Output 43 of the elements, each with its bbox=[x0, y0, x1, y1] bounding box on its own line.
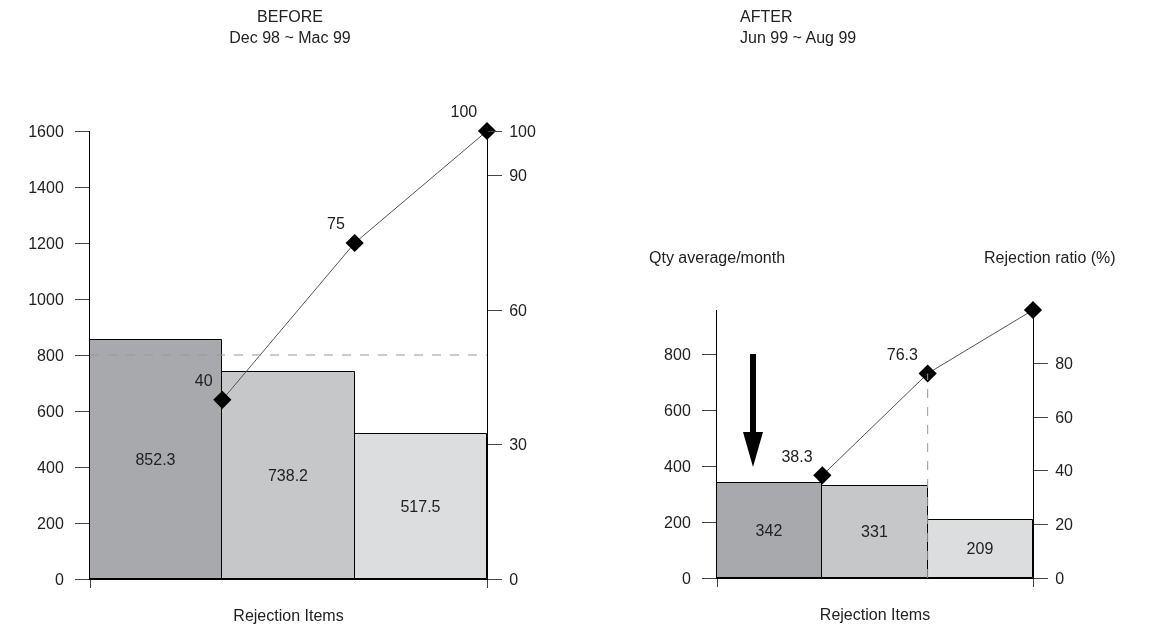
y2-tick-label: 20 bbox=[1055, 516, 1074, 533]
chart-title: AFTER bbox=[740, 8, 793, 26]
y2-tick-label: 30 bbox=[509, 436, 528, 454]
x-axis-title: Rejection Items bbox=[819, 605, 931, 623]
data-label: 100 bbox=[450, 103, 478, 121]
y2-tick-label: 0 bbox=[509, 570, 519, 588]
x-axis-title: Rejection Items bbox=[233, 606, 344, 624]
data-label: 75 bbox=[327, 215, 346, 233]
y-tick-label: 800 bbox=[664, 346, 691, 364]
chart-subtitle: Jun 99 ~ Aug 99 bbox=[740, 29, 857, 47]
y-tick-label: 600 bbox=[664, 402, 691, 420]
data-label: 517.5 bbox=[400, 497, 441, 515]
y2-tick-label: 100 bbox=[509, 122, 536, 140]
y-tick-label: 200 bbox=[664, 513, 691, 531]
data-label: 38.3 bbox=[781, 447, 813, 465]
y-tick-label: 1200 bbox=[28, 234, 64, 252]
chart-title: BEFORE bbox=[257, 8, 323, 26]
y2-tick-label: 80 bbox=[1055, 355, 1074, 373]
y2-tick-label: 0 bbox=[1055, 569, 1065, 587]
y-tick-label: 400 bbox=[664, 457, 691, 475]
chart-subtitle: Dec 98 ~ Mac 99 bbox=[229, 29, 351, 47]
y-axis-title: Qty average/month bbox=[649, 249, 786, 266]
y2-tick-label: 60 bbox=[1055, 408, 1074, 426]
y-tick-label: 600 bbox=[37, 402, 64, 420]
data-label: 209 bbox=[966, 540, 994, 557]
y-tick-label: 400 bbox=[37, 458, 64, 476]
y2-axis-title: Rejection ratio (%) bbox=[984, 249, 1116, 266]
data-label: 76.3 bbox=[886, 345, 919, 363]
y-tick-label: 1000 bbox=[28, 290, 64, 308]
data-label: 342 bbox=[755, 521, 783, 539]
y-tick-label: 200 bbox=[37, 514, 64, 532]
data-label: 852.3 bbox=[135, 450, 176, 468]
y-tick-label: 1400 bbox=[28, 178, 64, 196]
y-tick-label: 1600 bbox=[28, 122, 64, 140]
y-tick-label: 0 bbox=[681, 569, 691, 587]
y2-tick-label: 90 bbox=[509, 167, 528, 185]
y2-tick-label: 60 bbox=[509, 301, 528, 319]
y-tick-label: 800 bbox=[37, 346, 64, 364]
y-tick-label: 0 bbox=[54, 570, 64, 588]
y2-tick-label: 40 bbox=[1055, 462, 1074, 480]
data-label: 40 bbox=[194, 372, 213, 390]
data-label: 738.2 bbox=[267, 466, 309, 484]
data-label: 331 bbox=[861, 523, 888, 540]
